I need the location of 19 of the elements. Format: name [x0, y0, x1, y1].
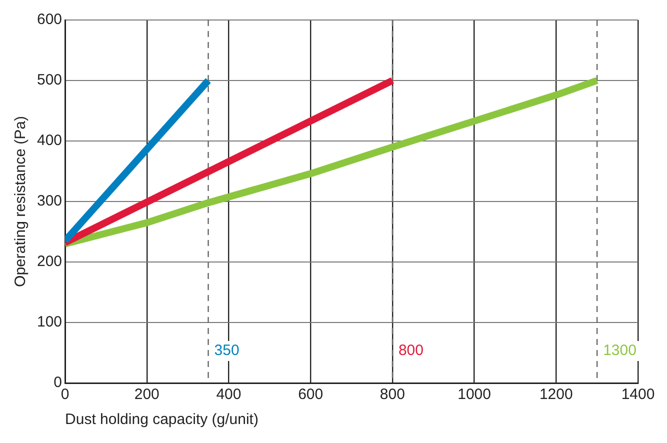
ref-line-label: 1300	[603, 342, 636, 360]
x-tick-label: 200	[134, 386, 160, 404]
y-tick-label: 100	[36, 314, 62, 331]
y-tick-label: 500	[36, 72, 62, 89]
y-axis-title: Operating resistance (Pa)	[12, 116, 30, 287]
ref-line-label: 800	[398, 342, 424, 360]
y-tick-label: 200	[36, 253, 62, 270]
y-tick-label: 600	[36, 11, 62, 28]
x-axis-title: Dust holding capacity (g/unit)	[65, 411, 258, 428]
x-tick-label: 600	[298, 386, 324, 404]
y-tick-label: 300	[36, 192, 62, 210]
ref-line-label: 350	[214, 342, 240, 360]
x-tick-label: 1000	[458, 386, 491, 404]
y-tick-label: 0	[54, 374, 62, 392]
y-tick-label: 400	[36, 132, 62, 150]
x-tick-label: 800	[380, 386, 405, 404]
x-tick-label: 1400	[621, 386, 655, 404]
x-tick-label: 1200	[539, 386, 573, 404]
x-tick-label: 400	[216, 386, 242, 404]
